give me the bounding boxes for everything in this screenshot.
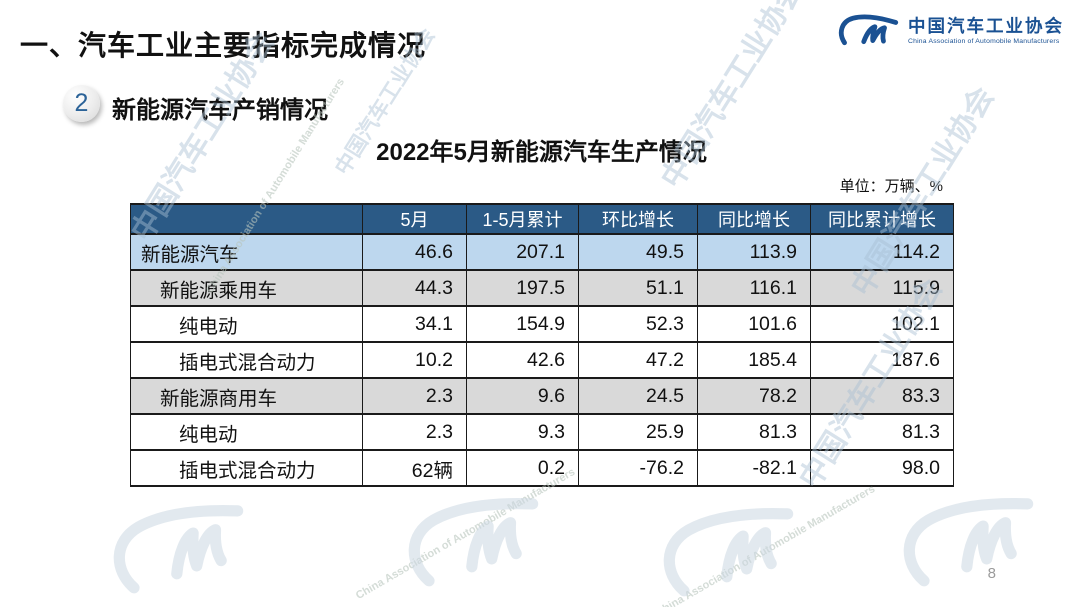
cam-logo-watermark-icon (887, 480, 1054, 600)
table-row: 新能源商用车 2.3 9.6 24.5 78.2 83.3 (130, 377, 954, 415)
row-label-cell: 纯电动 (130, 413, 363, 451)
value-cell: 83.3 (810, 377, 954, 415)
org-logo: 中国汽车工业协会 China Association of Automobile… (836, 13, 1064, 49)
value-cell: 44.3 (362, 269, 467, 307)
value-cell: 154.9 (466, 305, 579, 343)
table-header-row: 5月 1-5月累计 环比增长 同比增长 同比累计增长 (130, 203, 954, 235)
row-label-cell: 新能源汽车 (130, 233, 363, 271)
value-cell: 34.1 (362, 305, 467, 343)
value-cell: 78.2 (697, 377, 811, 415)
value-cell: 207.1 (466, 233, 579, 271)
column-header: 5月 (362, 203, 467, 235)
page-title: 一、汽车工业主要指标完成情况 (20, 30, 427, 61)
value-cell: 62辆 (362, 449, 467, 487)
value-cell: 114.2 (810, 233, 954, 271)
unit-note: 单位：万辆、% (839, 178, 943, 195)
page-number: 8 (987, 565, 996, 582)
value-cell: 185.4 (697, 341, 811, 379)
value-cell: 0.2 (466, 449, 579, 487)
value-cell: 52.3 (578, 305, 698, 343)
section-title: 新能源汽车产销情况 (112, 97, 328, 124)
watermark-text-en: China Association of Automobile Manufact… (653, 483, 878, 607)
table-row: 纯电动 2.3 9.3 25.9 81.3 81.3 (130, 413, 954, 451)
org-logo-text: 中国汽车工业协会 China Association of Automobile… (908, 15, 1064, 46)
value-cell: 2.3 (362, 377, 467, 415)
cam-logo-watermark-icon (97, 487, 264, 607)
value-cell: 49.5 (578, 233, 698, 271)
table-row: 插电式混合动力 62辆 0.2 -76.2 -82.1 98.0 (130, 449, 954, 487)
value-cell: 9.6 (466, 377, 579, 415)
value-cell: 10.2 (362, 341, 467, 379)
org-name-en: China Association of Automobile Manufact… (908, 38, 1060, 46)
corner-cell (130, 203, 363, 235)
value-cell: 98.0 (810, 449, 954, 487)
row-label-cell: 新能源商用车 (130, 377, 363, 415)
table-row: 新能源汽车 46.6 207.1 49.5 113.9 114.2 (130, 233, 954, 271)
value-cell: 81.3 (810, 413, 954, 451)
value-cell: 187.6 (810, 341, 954, 379)
value-cell: 2.3 (362, 413, 467, 451)
value-cell: 115.9 (810, 269, 954, 307)
value-cell: -76.2 (578, 449, 698, 487)
row-label-cell: 插电式混合动力 (130, 449, 363, 487)
value-cell: 113.9 (697, 233, 811, 271)
value-cell: 102.1 (810, 305, 954, 343)
value-cell: 47.2 (578, 341, 698, 379)
value-cell: 9.3 (466, 413, 579, 451)
column-header: 同比累计增长 (810, 203, 954, 235)
value-cell: 81.3 (697, 413, 811, 451)
table-title: 2022年5月新能源汽车生产情况 (376, 139, 707, 166)
org-name-cn: 中国汽车工业协会 (908, 15, 1064, 36)
value-cell: 197.5 (466, 269, 579, 307)
value-cell: 24.5 (578, 377, 698, 415)
table-row: 纯电动 34.1 154.9 52.3 101.6 102.1 (130, 305, 954, 343)
cam-logo-watermark-icon (647, 490, 814, 607)
value-cell: 42.6 (466, 341, 579, 379)
column-header: 同比增长 (697, 203, 811, 235)
nev-production-table: 5月 1-5月累计 环比增长 同比增长 同比累计增长 新能源汽车 46.6 207.1 49.… (130, 203, 954, 487)
value-cell: 116.1 (697, 269, 811, 307)
cam-logo-icon (836, 13, 900, 49)
section-number-badge: 2 (63, 85, 100, 122)
row-label-cell: 插电式混合动力 (130, 341, 363, 379)
row-label-cell: 纯电动 (130, 305, 363, 343)
value-cell: -82.1 (697, 449, 811, 487)
value-cell: 25.9 (578, 413, 698, 451)
column-header: 1-5月累计 (466, 203, 579, 235)
table-row: 新能源乘用车 44.3 197.5 51.1 116.1 115.9 (130, 269, 954, 307)
value-cell: 51.1 (578, 269, 698, 307)
value-cell: 46.6 (362, 233, 467, 271)
table-row: 插电式混合动力 10.2 42.6 47.2 185.4 187.6 (130, 341, 954, 379)
row-label-cell: 新能源乘用车 (130, 269, 363, 307)
column-header: 环比增长 (578, 203, 698, 235)
cam-logo-watermark-icon (392, 480, 559, 600)
value-cell: 101.6 (697, 305, 811, 343)
